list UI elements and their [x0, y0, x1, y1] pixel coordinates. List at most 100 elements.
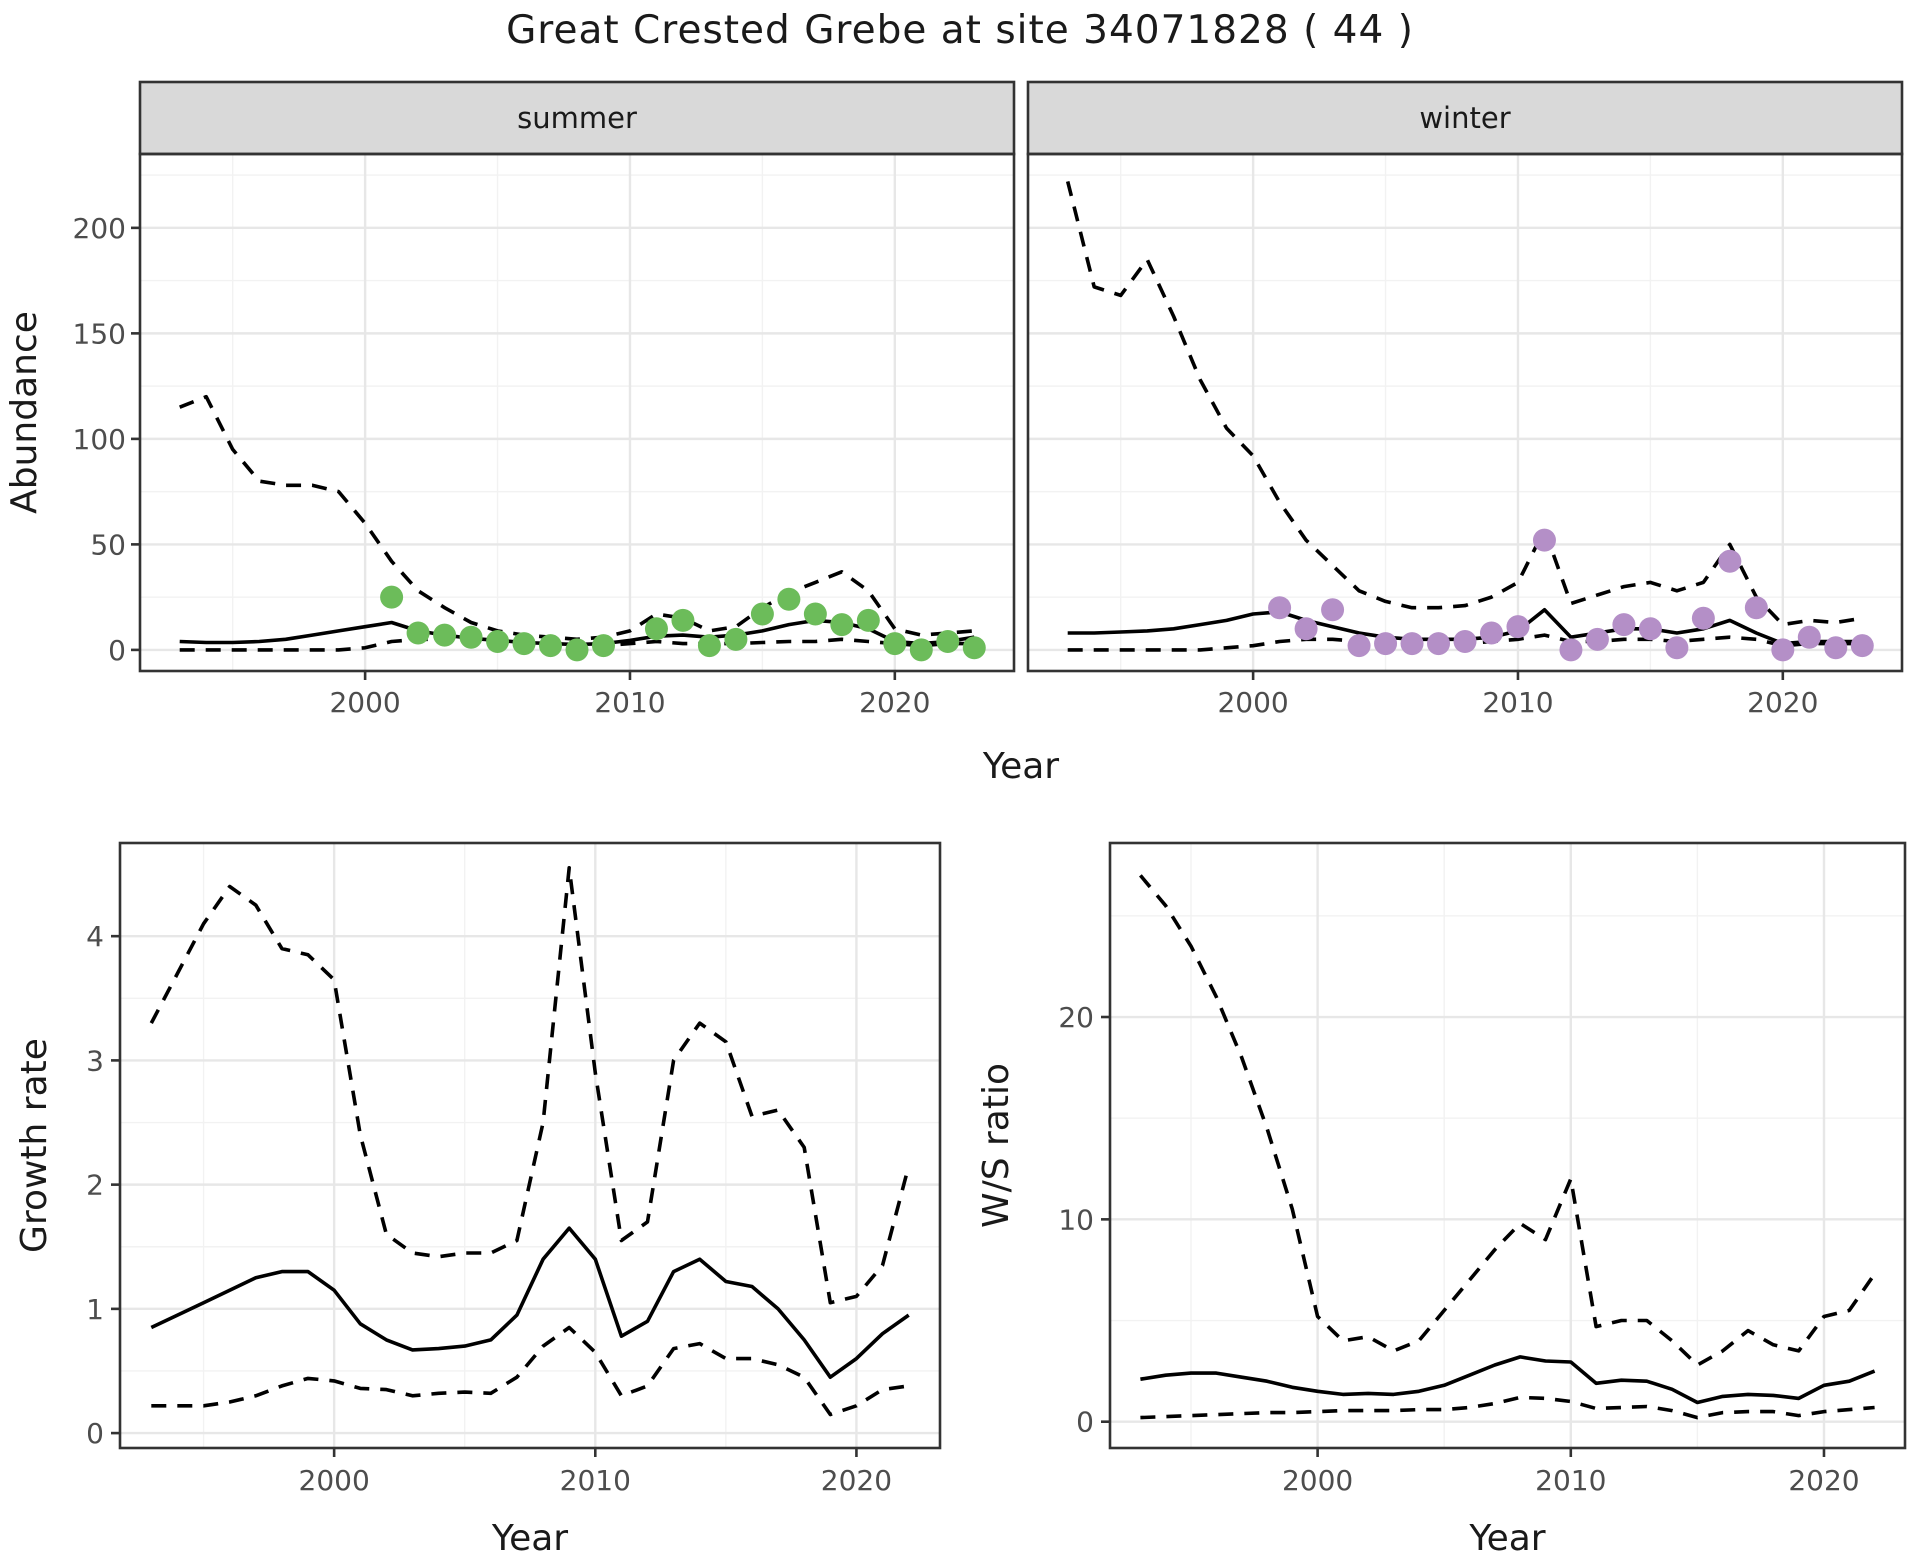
lower-ci-line	[151, 1325, 909, 1417]
x-tick-label: 2020	[1788, 1464, 1859, 1497]
panel-border	[138, 152, 1016, 673]
observation-point	[1400, 632, 1424, 656]
facet-strip	[1026, 80, 1904, 156]
y-tick-label: 150	[73, 317, 126, 350]
observation-point	[539, 634, 563, 658]
x-tick-label: 2010	[594, 686, 665, 719]
x-tick-label: 2010	[560, 1464, 631, 1497]
observation-point	[1321, 598, 1345, 622]
y-tick-label: 20	[1058, 1001, 1094, 1034]
upper-ci-line	[149, 866, 911, 1305]
lower-ci-line	[1140, 1395, 1875, 1420]
x-axis-title: Year	[1468, 1518, 1545, 1558]
observation-point	[803, 602, 827, 626]
observation-point	[1797, 625, 1821, 649]
observation-point	[697, 634, 721, 658]
growth-rate-chart: 2000 2010 2020 0 1 2 3 4 Growth rate Year	[0, 798, 960, 1559]
x-axis-title: Year	[491, 1518, 568, 1558]
y-tick-label: 0	[1076, 1406, 1094, 1439]
x-tick-label: 2000	[329, 686, 400, 719]
observation-point	[830, 613, 854, 637]
y-tick-label: 10	[1058, 1203, 1094, 1236]
ws-ratio-chart: 2000 2010 2020 0 10 20 W/S ratio Year	[960, 798, 1920, 1559]
y-tick-label: 50	[90, 528, 126, 561]
observation-point	[1479, 621, 1503, 645]
observation-point	[380, 585, 404, 609]
observation-point	[1612, 613, 1636, 637]
x-tick-label: 2000	[1217, 686, 1288, 719]
x-tick-label: 2010	[1482, 686, 1553, 719]
observation-point	[1268, 596, 1292, 620]
panel-background	[1110, 843, 1905, 1448]
ws-svg: 2000 2010 2020 0 10 20 W/S ratio Year	[976, 841, 1907, 1559]
observation-point	[1585, 627, 1609, 651]
observation-point	[591, 634, 615, 658]
observation-point	[1453, 629, 1477, 653]
mean-line	[150, 1226, 910, 1379]
y-axis-title: Growth rate	[14, 1038, 55, 1253]
panel-border	[1108, 841, 1907, 1450]
panel-summer: summer 2000 2010 2020	[138, 80, 1016, 719]
observation-point	[724, 627, 748, 651]
y-tick-label: 1	[86, 1293, 104, 1326]
y-tick-label: 4	[86, 920, 104, 953]
observation-point	[459, 625, 483, 649]
y-tick-label: 0	[108, 634, 126, 667]
panel-border	[118, 841, 942, 1450]
growth-svg: 2000 2010 2020 0 1 2 3 4 Growth rate Year	[14, 841, 942, 1559]
y-axis-title: W/S ratio	[976, 1063, 1017, 1228]
observation-point	[750, 602, 774, 626]
panel-border	[1026, 152, 1904, 673]
y-tick-label: 3	[86, 1044, 104, 1077]
y-tick-label: 100	[73, 423, 126, 456]
observation-point	[1771, 638, 1795, 662]
observation-point	[883, 632, 907, 656]
y-tick-label: 0	[86, 1417, 104, 1450]
upper-ci-line	[1139, 874, 1877, 1367]
observation-point	[1691, 606, 1715, 630]
facet-strip-label: summer	[517, 101, 637, 135]
observation-point	[671, 608, 695, 632]
x-tick-label: 2020	[1747, 686, 1818, 719]
y-tick-label: 2	[86, 1169, 104, 1202]
x-tick-label: 2000	[299, 1464, 370, 1497]
facet-strip-label: winter	[1419, 101, 1510, 135]
x-tick-label: 2000	[1282, 1464, 1353, 1497]
observation-point	[1638, 617, 1662, 641]
upper-ci-line	[1065, 180, 1863, 627]
observation-point	[1559, 638, 1583, 662]
observation-point	[777, 587, 801, 611]
panel-ws: 2000 2010 2020	[1108, 841, 1907, 1497]
facet-strip	[138, 80, 1016, 156]
panel-growth: 2000 2010 2020	[118, 841, 942, 1497]
observation-point	[1744, 596, 1768, 620]
observation-point	[909, 638, 933, 662]
abundance-faceted-chart: summer 2000 2010 2020 winter 2000 2010 2020 0 50 1…	[0, 56, 1920, 796]
mean-line	[1140, 1355, 1876, 1405]
observation-point	[1347, 634, 1371, 658]
x-tick-label: 2020	[821, 1464, 892, 1497]
observation-point	[1532, 528, 1556, 552]
observation-point	[1665, 636, 1689, 660]
x-axis-title: Year	[982, 746, 1059, 787]
observation-point	[1294, 617, 1318, 641]
observation-point	[644, 617, 668, 641]
observation-point	[1850, 634, 1874, 658]
x-tick-label: 2020	[859, 686, 930, 719]
panel-background	[1028, 154, 1902, 671]
plot-title: Great Crested Grebe at site 34071828 ( 4…	[506, 8, 1414, 53]
observation-point	[1506, 615, 1530, 639]
observation-point	[1718, 549, 1742, 573]
panel-background	[140, 154, 1014, 671]
x-tick-label: 2010	[1535, 1464, 1606, 1497]
observation-point	[1824, 636, 1848, 660]
observation-point	[1427, 632, 1451, 656]
y-axis-title: Abundance	[4, 311, 45, 514]
observation-point	[565, 638, 589, 662]
panel-winter: winter 2000 2010 2020	[1026, 80, 1904, 719]
observation-point	[433, 623, 457, 647]
y-tick-label: 200	[73, 212, 126, 245]
observation-point	[486, 629, 510, 653]
observation-point	[406, 621, 430, 645]
